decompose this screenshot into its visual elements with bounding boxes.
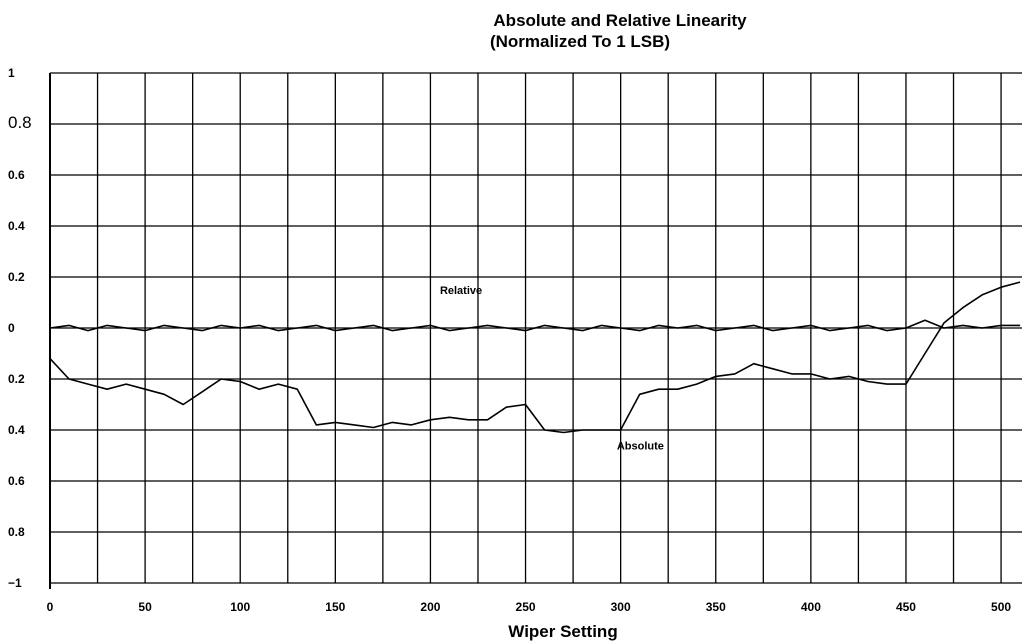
x-axis-ticks: 0 50 100 150 200 250 300 350 400 450 500: [47, 600, 1012, 614]
y-tick-label: 0.4: [8, 219, 25, 233]
y-tick-label: −1: [8, 576, 22, 590]
x-tick-label: 0: [47, 600, 54, 614]
x-tick-label: 300: [611, 600, 631, 614]
y-tick-label: 0.6: [8, 474, 25, 488]
chart-subtitle: (Normalized To 1 LSB): [490, 32, 670, 51]
y-tick-label: 0.2: [8, 372, 25, 386]
grid: [49, 72, 1022, 589]
x-tick-label: 150: [325, 600, 345, 614]
y-tick-label: 0: [8, 321, 15, 335]
x-tick-label: 450: [896, 600, 916, 614]
series-line-absolute: [49, 281, 1021, 434]
series-lines: [49, 281, 1021, 434]
x-tick-label: 500: [991, 600, 1011, 614]
y-axis-ticks: 1 0.8 0.6 0.4 0.2 0 0.2 0.4 0.6 0.8 −1: [8, 66, 32, 590]
y-tick-label: 0.6: [8, 168, 25, 182]
series-line-relative: [49, 319, 1021, 332]
x-tick-label: 250: [516, 600, 536, 614]
x-tick-label: 400: [801, 600, 821, 614]
x-tick-label: 100: [230, 600, 250, 614]
annotations: Relative Absolute: [440, 285, 664, 453]
x-tick-label: 200: [420, 600, 440, 614]
y-tick-label: 0.2: [8, 270, 25, 284]
y-tick-label: 0.8: [8, 525, 25, 539]
chart-title: Absolute and Relative Linearity: [493, 11, 747, 30]
x-axis-label: Wiper Setting: [508, 622, 617, 641]
x-tick-label: 50: [138, 600, 152, 614]
annotation-absolute: Absolute: [617, 440, 664, 452]
y-tick-label: 1: [8, 66, 15, 80]
annotation-relative: Relative: [440, 285, 482, 297]
y-tick-label: 0.4: [8, 423, 25, 437]
x-tick-label: 350: [706, 600, 726, 614]
y-tick-label: 0.8: [8, 113, 32, 132]
